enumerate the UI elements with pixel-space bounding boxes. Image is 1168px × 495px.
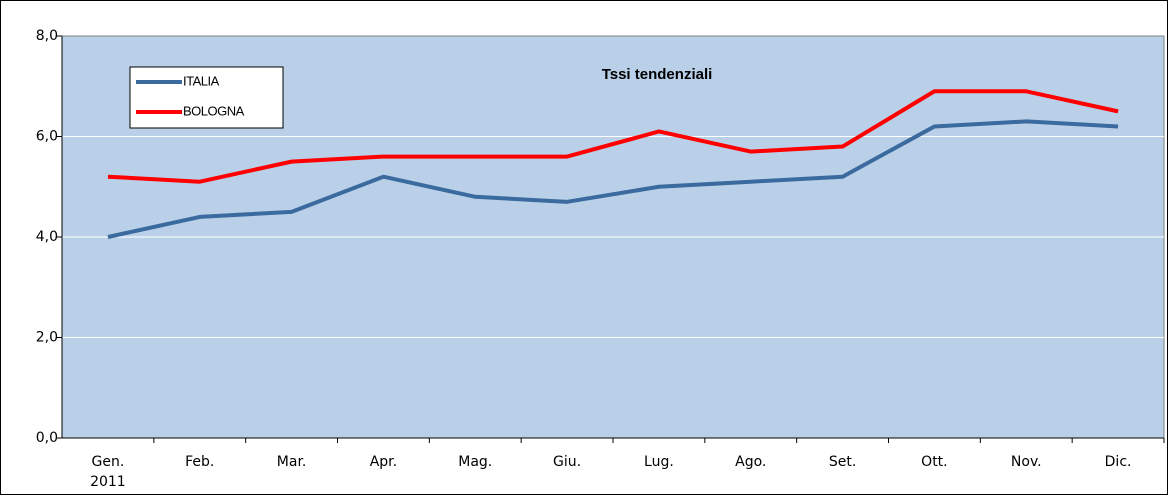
series-line	[107, 119, 1119, 239]
x-tick-label: Gen. 2011	[90, 454, 126, 490]
x-tick-label: Nov.	[1010, 454, 1042, 470]
chart-title: Tssi tendenziali	[602, 66, 713, 83]
y-tick-label: 4,0	[36, 229, 58, 245]
y-tick-label: 2,0	[36, 330, 58, 346]
series-line	[107, 89, 1119, 184]
y-tick-label: 8,0	[36, 28, 58, 44]
legend-box	[129, 66, 284, 129]
x-tick-label: Mag.	[458, 454, 493, 470]
x-tick-label: Ott.	[921, 454, 948, 470]
y-tick-label: 6,0	[36, 129, 58, 145]
legend-label: BOLOGNA	[183, 103, 245, 118]
x-tick-label: Ago.	[735, 454, 767, 470]
x-tick-label: Dic.	[1104, 454, 1132, 470]
x-tick-label: Set.	[828, 454, 857, 470]
legend-label: ITALIA	[183, 73, 220, 88]
x-tick-label: Giu.	[553, 454, 582, 470]
x-tick-label: Mar.	[276, 454, 307, 470]
x-tick-label: Feb.	[185, 454, 215, 470]
x-tick-label: Lug.	[644, 454, 674, 470]
x-tick-label: Apr.	[369, 454, 398, 470]
y-tick-label: 0,0	[36, 430, 58, 446]
